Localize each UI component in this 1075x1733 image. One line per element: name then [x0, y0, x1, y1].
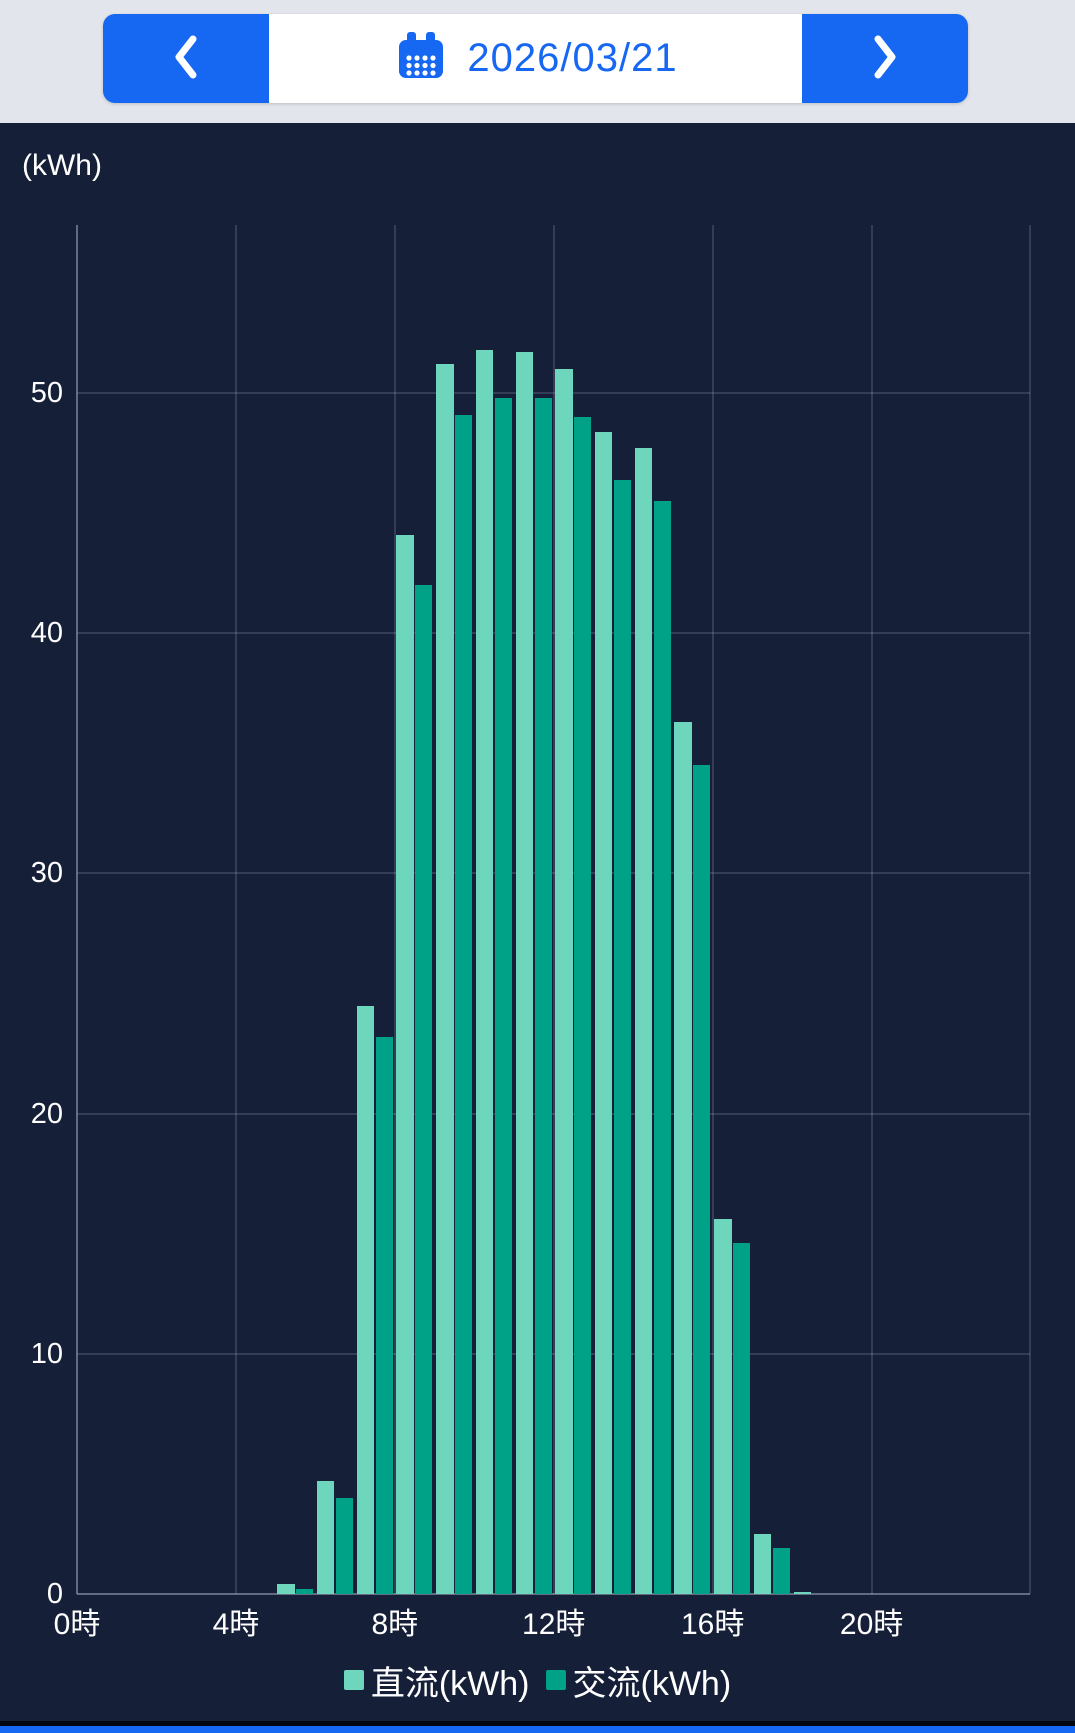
y-tick-label: 30 [30, 857, 63, 890]
bar-ac-13 [613, 479, 631, 1594]
v-gridline-20h [870, 225, 873, 1594]
chart-legend: 直流(kWh) 交流(kWh) [0, 1655, 1075, 1705]
bar-dc-13 [594, 431, 613, 1594]
bar-dc-5 [277, 1584, 295, 1594]
bar-dc-10 [475, 349, 494, 1594]
bar-ac-7 [375, 1036, 393, 1594]
bar-ac-16 [733, 1243, 751, 1594]
bar-dc-7 [356, 1005, 375, 1594]
h-gridline-20 [77, 1112, 1031, 1115]
x-tick-label: 4時 [212, 1608, 260, 1641]
bar-ac-9 [455, 414, 473, 1594]
bar-dc-17 [753, 1533, 772, 1594]
bar-ac-6 [335, 1497, 353, 1594]
v-gridline-16h [711, 225, 714, 1594]
bar-ac-14 [653, 501, 671, 1594]
h-gridline-40 [77, 632, 1031, 635]
y-tick-label: 40 [30, 617, 63, 650]
legend-item-ac: 交流(kWh) [545, 1656, 732, 1705]
bar-dc-11 [515, 352, 534, 1594]
date-nav-header: 2026/03/21 [0, 0, 1075, 123]
bar-ac-5 [296, 1589, 314, 1594]
bar-ac-8 [415, 585, 433, 1594]
h-gridline-30 [77, 872, 1031, 875]
x-tick-label: 12時 [522, 1608, 586, 1641]
x-tick-label: 20時 [839, 1608, 904, 1641]
date-navigation: 2026/03/21 [103, 14, 968, 103]
calendar-icon [393, 28, 449, 89]
chevron-left-icon [170, 32, 202, 85]
h-gridline-50 [77, 392, 1031, 395]
y-tick-label: 50 [30, 377, 63, 410]
bar-ac-15 [693, 765, 711, 1594]
previous-day-button[interactable] [103, 14, 269, 103]
bar-dc-18 [793, 1591, 812, 1594]
v-gridline-8h [393, 225, 396, 1594]
bar-dc-6 [316, 1481, 335, 1594]
v-gridline-4h [234, 225, 237, 1594]
v-gridline-0h [76, 225, 78, 1594]
bar-dc-8 [396, 534, 414, 1594]
ac-series-swatch [545, 1670, 566, 1690]
v-gridline-12h [552, 225, 555, 1594]
dc-series-label: 直流(kWh) [370, 1664, 530, 1703]
bar-dc-16 [714, 1219, 732, 1594]
bottom-accent-bar [0, 1726, 1075, 1733]
legend-item-dc: 直流(kWh) [343, 1656, 530, 1705]
next-day-button[interactable] [802, 14, 968, 103]
chevron-right-icon [869, 32, 901, 85]
h-gridline-0 [77, 1593, 1031, 1595]
bar-dc-12 [555, 369, 573, 1594]
y-tick-label: 10 [30, 1337, 63, 1370]
bar-dc-15 [674, 722, 692, 1594]
x-tick-label: 16時 [680, 1608, 745, 1641]
bottom-divider [0, 1721, 1075, 1726]
ac-series-label: 交流(kWh) [572, 1664, 732, 1703]
bar-ac-10 [494, 397, 512, 1594]
x-tick-label: 8時 [371, 1608, 419, 1641]
hourly-energy-chart: (kWh) 0 10 20 30 40 50 0時 4時 8時 12時 16時 20時 直流(kWh)… [0, 123, 1075, 1733]
y-axis-unit-label: (kWh) [22, 149, 102, 182]
x-tick-label: 0時 [53, 1608, 101, 1641]
bar-dc-9 [436, 364, 454, 1594]
bar-ac-11 [534, 397, 552, 1594]
y-tick-label: 0 [46, 1578, 63, 1610]
date-display[interactable]: 2026/03/21 [269, 14, 802, 103]
bar-ac-17 [772, 1548, 790, 1594]
y-tick-label: 20 [30, 1097, 63, 1130]
bar-dc-14 [634, 448, 653, 1594]
v-gridline-24h [1029, 225, 1032, 1594]
h-gridline-10 [77, 1352, 1031, 1355]
bar-ac-12 [574, 417, 592, 1594]
dc-series-swatch [343, 1670, 364, 1690]
current-date-label: 2026/03/21 [467, 36, 678, 80]
